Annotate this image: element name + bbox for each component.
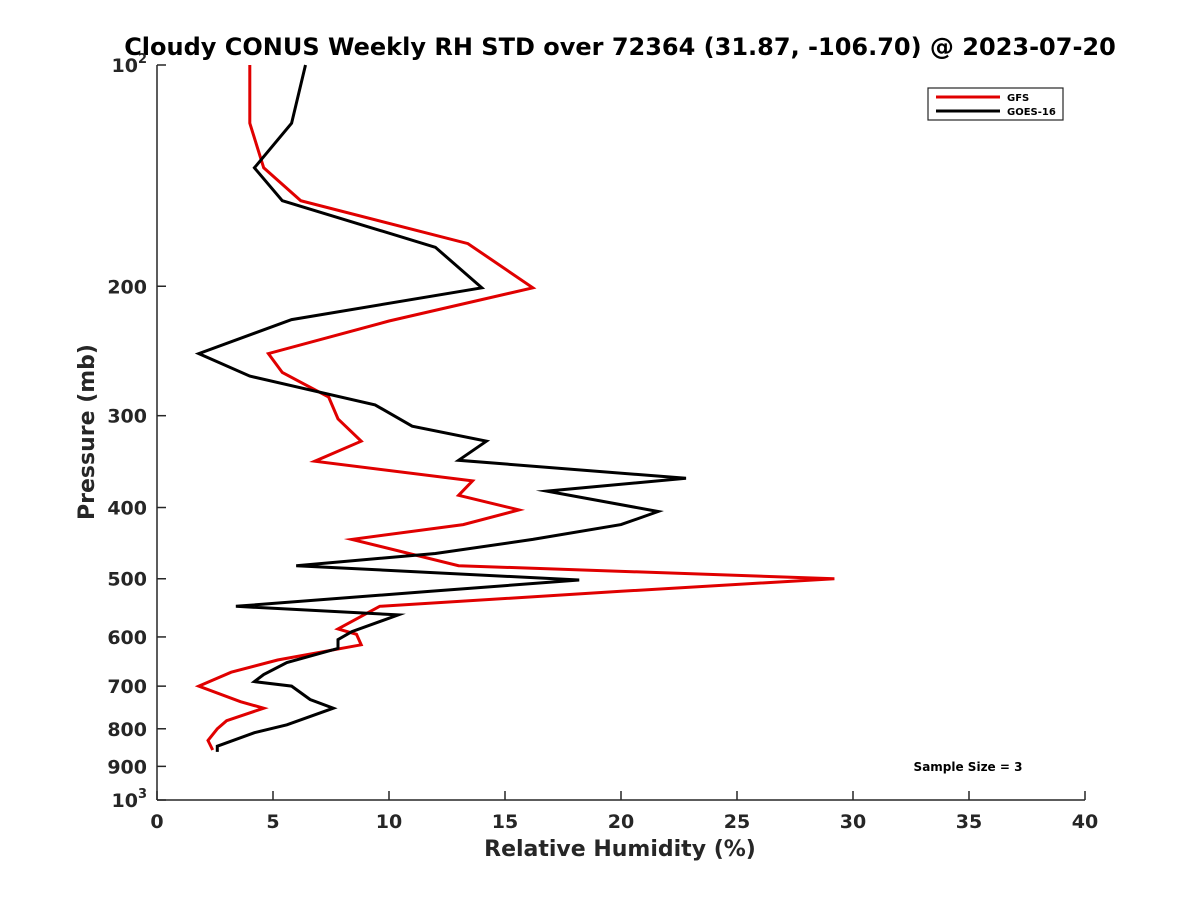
x-ticks: 0 5 10 15 20 25 30 35 40 <box>150 791 1098 833</box>
y-tick-label: 500 <box>107 569 147 591</box>
y-tick-label: 102 <box>112 52 148 77</box>
legend-label-goes16: GOES-16 <box>1007 107 1056 118</box>
legend-box <box>927 87 1064 121</box>
y-tick-label: 103 <box>112 787 148 812</box>
x-tick-label: 10 <box>376 811 402 833</box>
y-tick-label: 900 <box>107 756 147 778</box>
x-tick-label: 25 <box>724 811 750 833</box>
y-tick-label: 300 <box>107 406 147 428</box>
x-tick-label: 5 <box>266 811 279 833</box>
y-tick-label: 400 <box>107 498 147 520</box>
x-tick-label: 20 <box>608 811 634 833</box>
legend: GFS GOES-16 <box>927 87 1064 121</box>
chart-title: Cloudy CONUS Weekly RH STD over 72364 (3… <box>124 33 1116 61</box>
y-tick-label: 800 <box>107 719 147 741</box>
x-tick-label: 35 <box>956 811 982 833</box>
series-line-gfs <box>194 65 835 751</box>
y-axis-label: Pressure (mb) <box>75 344 100 520</box>
x-tick-label: 0 <box>150 811 163 833</box>
y-tick-label: 600 <box>107 627 147 649</box>
x-tick-label: 40 <box>1072 811 1098 833</box>
y-tick-label: 200 <box>107 276 147 298</box>
series-line-goes16 <box>194 64 687 752</box>
x-tick-label: 15 <box>492 811 518 833</box>
sample-size-annotation: Sample Size = 3 <box>914 760 1023 774</box>
x-axis-label: Relative Humidity (%) <box>484 837 756 862</box>
x-tick-label: 30 <box>840 811 866 833</box>
y-tick-label: 700 <box>107 676 147 698</box>
y-ticks: 102 200 300 400 500 600 700 800 900 103 <box>107 52 166 812</box>
legend-label-gfs: GFS <box>1007 93 1029 104</box>
plot-lines <box>194 64 835 752</box>
